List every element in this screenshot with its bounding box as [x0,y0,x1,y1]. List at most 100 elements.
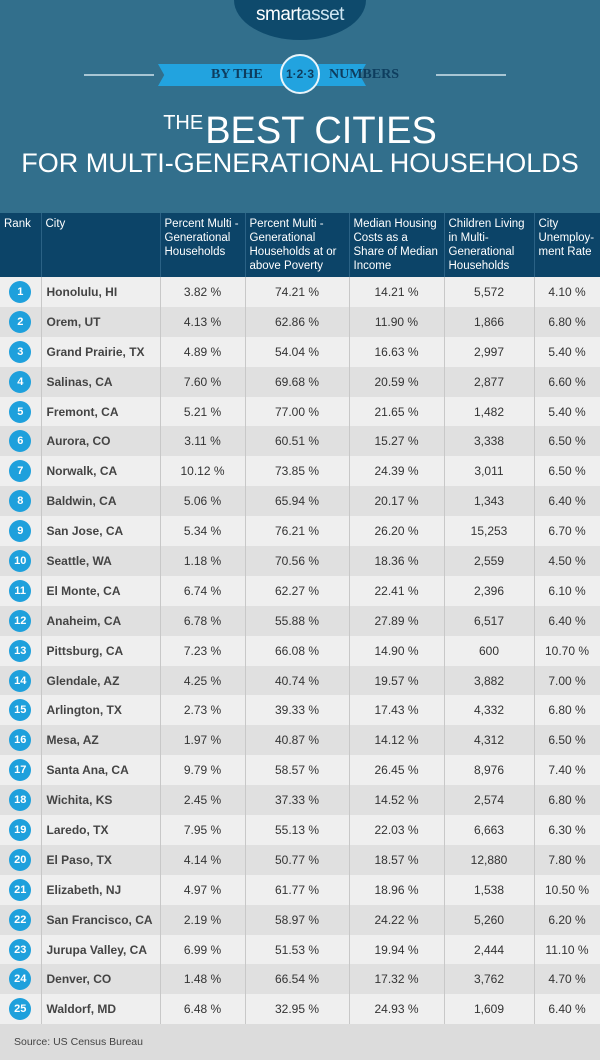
value-cell: 60.51 % [245,426,350,457]
table-row: 9 San Jose, CA 5.34 % 76.21 % 26.20 % 15,253 6… [0,516,600,547]
value-cell: 22.41 % [349,575,445,606]
value-cell: 2,574 [444,785,535,816]
value-cell: 4.70 % [534,964,600,995]
rank-cell: 13 [0,635,42,666]
rank-cell: 4 [0,366,42,397]
value-cell: 22.03 % [349,815,445,845]
value-cell: 17.32 % [349,964,445,995]
infographic-header: smartasset BY THE 1·2·3 NUMBERS THEBEST … [0,0,600,213]
value-cell: 4.97 % [160,874,246,905]
rank-cell: 3 [0,336,42,367]
value-cell: 11.90 % [349,306,445,337]
column-header: Median Housing Costs as a Share of Media… [349,213,445,277]
banner-left-text: BY THE [211,67,263,82]
rank-cell: 14 [0,665,42,696]
value-cell: 2,444 [444,934,535,965]
value-cell: 14.90 % [349,635,445,666]
rank-cell: 6 [0,426,42,457]
value-cell: 1.97 % [160,725,246,756]
rank-cell: 9 [0,516,42,547]
rank-badge: 13 [9,639,32,662]
value-cell: 70.56 % [245,546,350,576]
city-cell: Pittsburg, CA [41,635,161,666]
value-cell: 1.48 % [160,964,246,995]
city-cell: Elizabeth, NJ [41,874,161,905]
logo-badge: smartasset [234,0,366,40]
city-cell: Jurupa Valley, CA [41,934,161,965]
table-row: 12 Anaheim, CA 6.78 % 55.88 % 27.89 % 6,517 6.… [0,605,600,636]
value-cell: 5,572 [444,277,535,307]
value-cell: 6.78 % [160,605,246,636]
value-cell: 15.27 % [349,426,445,457]
city-cell: Orem, UT [41,306,161,337]
value-cell: 3.82 % [160,277,246,307]
value-cell: 6.10 % [534,575,600,606]
value-cell: 6.20 % [534,904,600,935]
city-cell: Norwalk, CA [41,456,161,487]
rank-badge: 18 [9,789,32,812]
value-cell: 1,866 [444,306,535,337]
value-cell: 8,976 [444,755,535,786]
rank-cell: 12 [0,605,42,636]
city-cell: Arlington, TX [41,695,161,726]
table-row: 24 Denver, CO 1.48 % 66.54 % 17.32 % 3,762 4.7… [0,964,600,995]
value-cell: 1,482 [444,396,535,427]
value-cell: 12,880 [444,844,535,875]
value-cell: 3,011 [444,456,535,487]
value-cell: 39.33 % [245,695,350,726]
value-cell: 14.52 % [349,785,445,816]
value-cell: 1,343 [444,486,535,517]
banner-right-text: NUMBERS [329,67,400,82]
table-row: 16 Mesa, AZ 1.97 % 40.87 % 14.12 % 4,312 6.50 … [0,725,600,756]
column-header: Rank [0,213,42,277]
value-cell: 5.06 % [160,486,246,517]
value-cell: 20.59 % [349,366,445,397]
value-cell: 6.50 % [534,725,600,756]
value-cell: 7.40 % [534,755,600,786]
city-cell: Aurora, CO [41,426,161,457]
rank-cell: 5 [0,396,42,427]
rank-cell: 2 [0,306,42,337]
value-cell: 18.96 % [349,874,445,905]
value-cell: 27.89 % [349,605,445,636]
value-cell: 16.63 % [349,336,445,367]
rank-badge: 5 [9,400,32,423]
value-cell: 6.50 % [534,426,600,457]
city-cell: Wichita, KS [41,785,161,816]
value-cell: 2,396 [444,575,535,606]
rank-cell: 7 [0,456,42,487]
table-row: 10 Seattle, WA 1.18 % 70.56 % 18.36 % 2,559 4.… [0,546,600,576]
table-row: 4 Salinas, CA 7.60 % 69.68 % 20.59 % 2,877 6.6… [0,366,600,397]
rank-badge: 4 [9,370,32,393]
value-cell: 7.80 % [534,844,600,875]
value-cell: 11.10 % [534,934,600,965]
value-cell: 2,559 [444,546,535,576]
value-cell: 4.13 % [160,306,246,337]
rank-badge: 1 [9,280,32,303]
column-header: Percent Multi -Generational Households [160,213,246,277]
value-cell: 18.57 % [349,844,445,875]
table-row: 7 Norwalk, CA 10.12 % 73.85 % 24.39 % 3,011 6.… [0,456,600,487]
table-row: 21 Elizabeth, NJ 4.97 % 61.77 % 18.96 % 1,538… [0,874,600,905]
value-cell: 10.50 % [534,874,600,905]
value-cell: 54.04 % [245,336,350,367]
city-cell: El Paso, TX [41,844,161,875]
value-cell: 26.20 % [349,516,445,547]
value-cell: 7.00 % [534,665,600,696]
table-row: 3 Grand Prairie, TX 4.89 % 54.04 % 16.63 % 2,… [0,336,600,367]
banner-number-badge: 1·2·3 [280,54,320,94]
table-row: 11 El Monte, CA 6.74 % 62.27 % 22.41 % 2,396 6… [0,575,600,606]
value-cell: 24.39 % [349,456,445,487]
rank-badge: 20 [9,848,32,871]
value-cell: 77.00 % [245,396,350,427]
rank-cell: 15 [0,695,42,726]
column-header: City [41,213,161,277]
table-row: 17 Santa Ana, CA 9.79 % 58.57 % 26.45 % 8,976… [0,755,600,786]
value-cell: 74.21 % [245,277,350,307]
value-cell: 24.22 % [349,904,445,935]
value-cell: 6.30 % [534,815,600,845]
value-cell: 17.43 % [349,695,445,726]
rank-badge: 8 [9,490,32,513]
rank-badge: 11 [9,579,32,602]
rank-badge: 15 [9,699,32,722]
